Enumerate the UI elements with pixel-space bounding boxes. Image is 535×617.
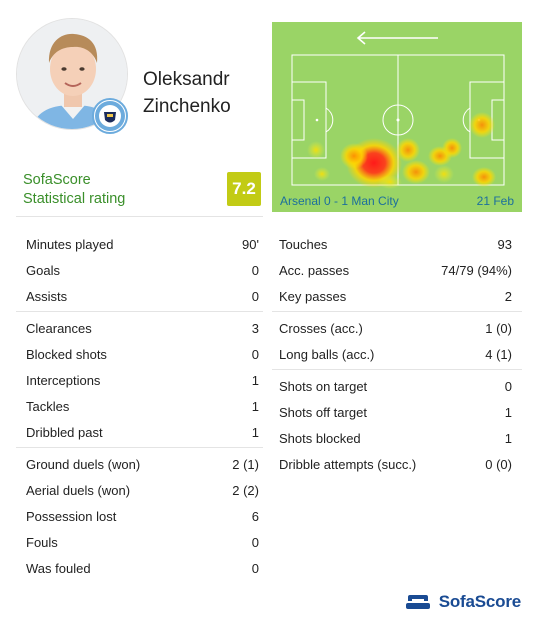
stat-label: Assists <box>26 288 68 304</box>
stat-value: 90' <box>242 236 259 252</box>
stat-value: 0 <box>251 346 259 362</box>
stats-table-left: Minutes played 90' Goals 0 Assists 0 Cle… <box>16 231 263 586</box>
stat-label: Key passes <box>279 288 347 304</box>
stat-row-aerial-duels: Aerial duels (won) 2 (2) <box>16 477 263 503</box>
player-last-name: Zinchenko <box>143 96 231 117</box>
stat-value: 74/79 (94%) <box>441 262 512 278</box>
stat-row-accurate-passes: Acc. passes 74/79 (94%) <box>272 257 522 283</box>
stat-value: 0 <box>251 262 259 278</box>
stat-value: 6 <box>251 508 259 524</box>
player-avatar <box>16 18 128 130</box>
stat-label: Dribbled past <box>26 424 103 440</box>
stat-row-tackles: Tackles 1 <box>16 393 263 419</box>
stats-group-attacking: Minutes played 90' Goals 0 Assists 0 <box>16 231 263 312</box>
stat-value: 1 <box>251 398 259 414</box>
stat-label: Possession lost <box>26 508 117 524</box>
stat-value: 2 (2) <box>232 482 259 498</box>
stat-row-touches: Touches 93 <box>272 231 522 257</box>
stat-label: Dribble attempts (succ.) <box>279 456 417 472</box>
stat-row-goals: Goals 0 <box>16 257 263 283</box>
stat-value: 1 (0) <box>485 320 512 336</box>
stat-row-blocked-shots: Blocked shots 0 <box>16 341 263 367</box>
stat-value: 4 (1) <box>485 346 512 362</box>
stat-row-key-passes: Key passes 2 <box>272 283 522 309</box>
sofascore-brand[interactable]: SofaScore <box>405 592 521 612</box>
stat-label: Minutes played <box>26 236 114 252</box>
stats-group-defending: Clearances 3 Blocked shots 0 Interceptio… <box>16 315 263 448</box>
stat-label: Shots blocked <box>279 430 361 446</box>
stat-row-interceptions: Interceptions 1 <box>16 367 263 393</box>
stat-row-minutes-played: Minutes played 90' <box>16 231 263 257</box>
stat-value: 0 <box>251 560 259 576</box>
sofascore-logo-icon <box>405 595 430 609</box>
stat-label: Ground duels (won) <box>26 456 141 472</box>
arrow-left-icon <box>356 31 438 45</box>
stat-label: Blocked shots <box>26 346 107 362</box>
stats-group-shooting: Shots on target 0 Shots off target 1 Sho… <box>272 373 522 479</box>
stat-label: Goals <box>26 262 60 278</box>
stat-row-dribble-attempts: Dribble attempts (succ.) 0 (0) <box>272 451 522 477</box>
stat-row-possession-lost: Possession lost 6 <box>16 503 263 529</box>
stat-value: 0 <box>251 534 259 550</box>
stat-value: 1 <box>504 404 512 420</box>
stat-row-fouls: Fouls 0 <box>16 529 263 555</box>
stats-group-duels: Ground duels (won) 2 (1) Aerial duels (w… <box>16 451 263 583</box>
match-info-bar: Arsenal 0 - 1 Man City 21 Feb <box>272 190 522 212</box>
stat-label: Long balls (acc.) <box>279 346 375 362</box>
stat-label: Was fouled <box>26 560 91 576</box>
stat-label: Touches <box>279 236 328 252</box>
stats-table-right: Touches 93 Acc. passes 74/79 (94%) Key p… <box>272 231 522 482</box>
stats-group-passing: Touches 93 Acc. passes 74/79 (94%) Key p… <box>272 231 522 312</box>
brand-name: SofaScore <box>438 592 521 611</box>
rating-label: Statistical rating <box>23 191 126 207</box>
stat-row-clearances: Clearances 3 <box>16 315 263 341</box>
stat-label: Shots off target <box>279 404 367 420</box>
rating-source: SofaScore <box>23 172 91 188</box>
stat-value: 1 <box>251 372 259 388</box>
stat-row-assists: Assists 0 <box>16 283 263 309</box>
manchester-city-crest-icon <box>92 98 128 134</box>
stat-value: 3 <box>251 320 259 336</box>
stat-value: 2 (1) <box>232 456 259 472</box>
stat-label: Aerial duels (won) <box>26 482 131 498</box>
stat-row-shots-off-target: Shots off target 1 <box>272 399 522 425</box>
stat-value: 0 (0) <box>485 456 512 472</box>
stat-value: 1 <box>504 430 512 446</box>
rating-label-block: SofaScore Statistical rating <box>23 171 125 209</box>
stat-row-ground-duels: Ground duels (won) 2 (1) <box>16 451 263 477</box>
stat-label: Fouls <box>26 534 58 550</box>
stat-row-dribbled-past: Dribbled past 1 <box>16 419 263 445</box>
stat-label: Interceptions <box>26 372 101 388</box>
player-first-name: Oleksandr <box>143 69 230 90</box>
stat-row-shots-on-target: Shots on target 0 <box>272 373 522 399</box>
stat-value: 0 <box>251 288 259 304</box>
header-divider <box>16 216 263 217</box>
match-date: 21 Feb <box>476 194 514 208</box>
stat-label: Tackles <box>26 398 70 414</box>
player-photo-icon <box>17 19 127 129</box>
stat-row-crosses: Crosses (acc.) 1 (0) <box>272 315 522 341</box>
stat-label: Shots on target <box>279 378 368 394</box>
stat-row-long-balls: Long balls (acc.) 4 (1) <box>272 341 522 367</box>
stat-row-was-fouled: Was fouled 0 <box>16 555 263 581</box>
match-score[interactable]: Arsenal 0 - 1 Man City <box>280 194 399 208</box>
player-name: Oleksandr Zinchenko <box>143 66 231 120</box>
stat-value: 2 <box>504 288 512 304</box>
rating-badge: 7.2 <box>227 172 261 206</box>
stat-label: Acc. passes <box>279 262 350 278</box>
stat-label: Crosses (acc.) <box>279 320 363 336</box>
heatmap <box>272 22 522 212</box>
stat-label: Clearances <box>26 320 92 336</box>
stat-value: 93 <box>497 236 512 252</box>
stats-group-crossing: Crosses (acc.) 1 (0) Long balls (acc.) 4… <box>272 315 522 370</box>
pitch-heatmap <box>291 31 505 189</box>
stat-value: 0 <box>504 378 512 394</box>
stat-row-shots-blocked: Shots blocked 1 <box>272 425 522 451</box>
stat-value: 1 <box>251 424 259 440</box>
